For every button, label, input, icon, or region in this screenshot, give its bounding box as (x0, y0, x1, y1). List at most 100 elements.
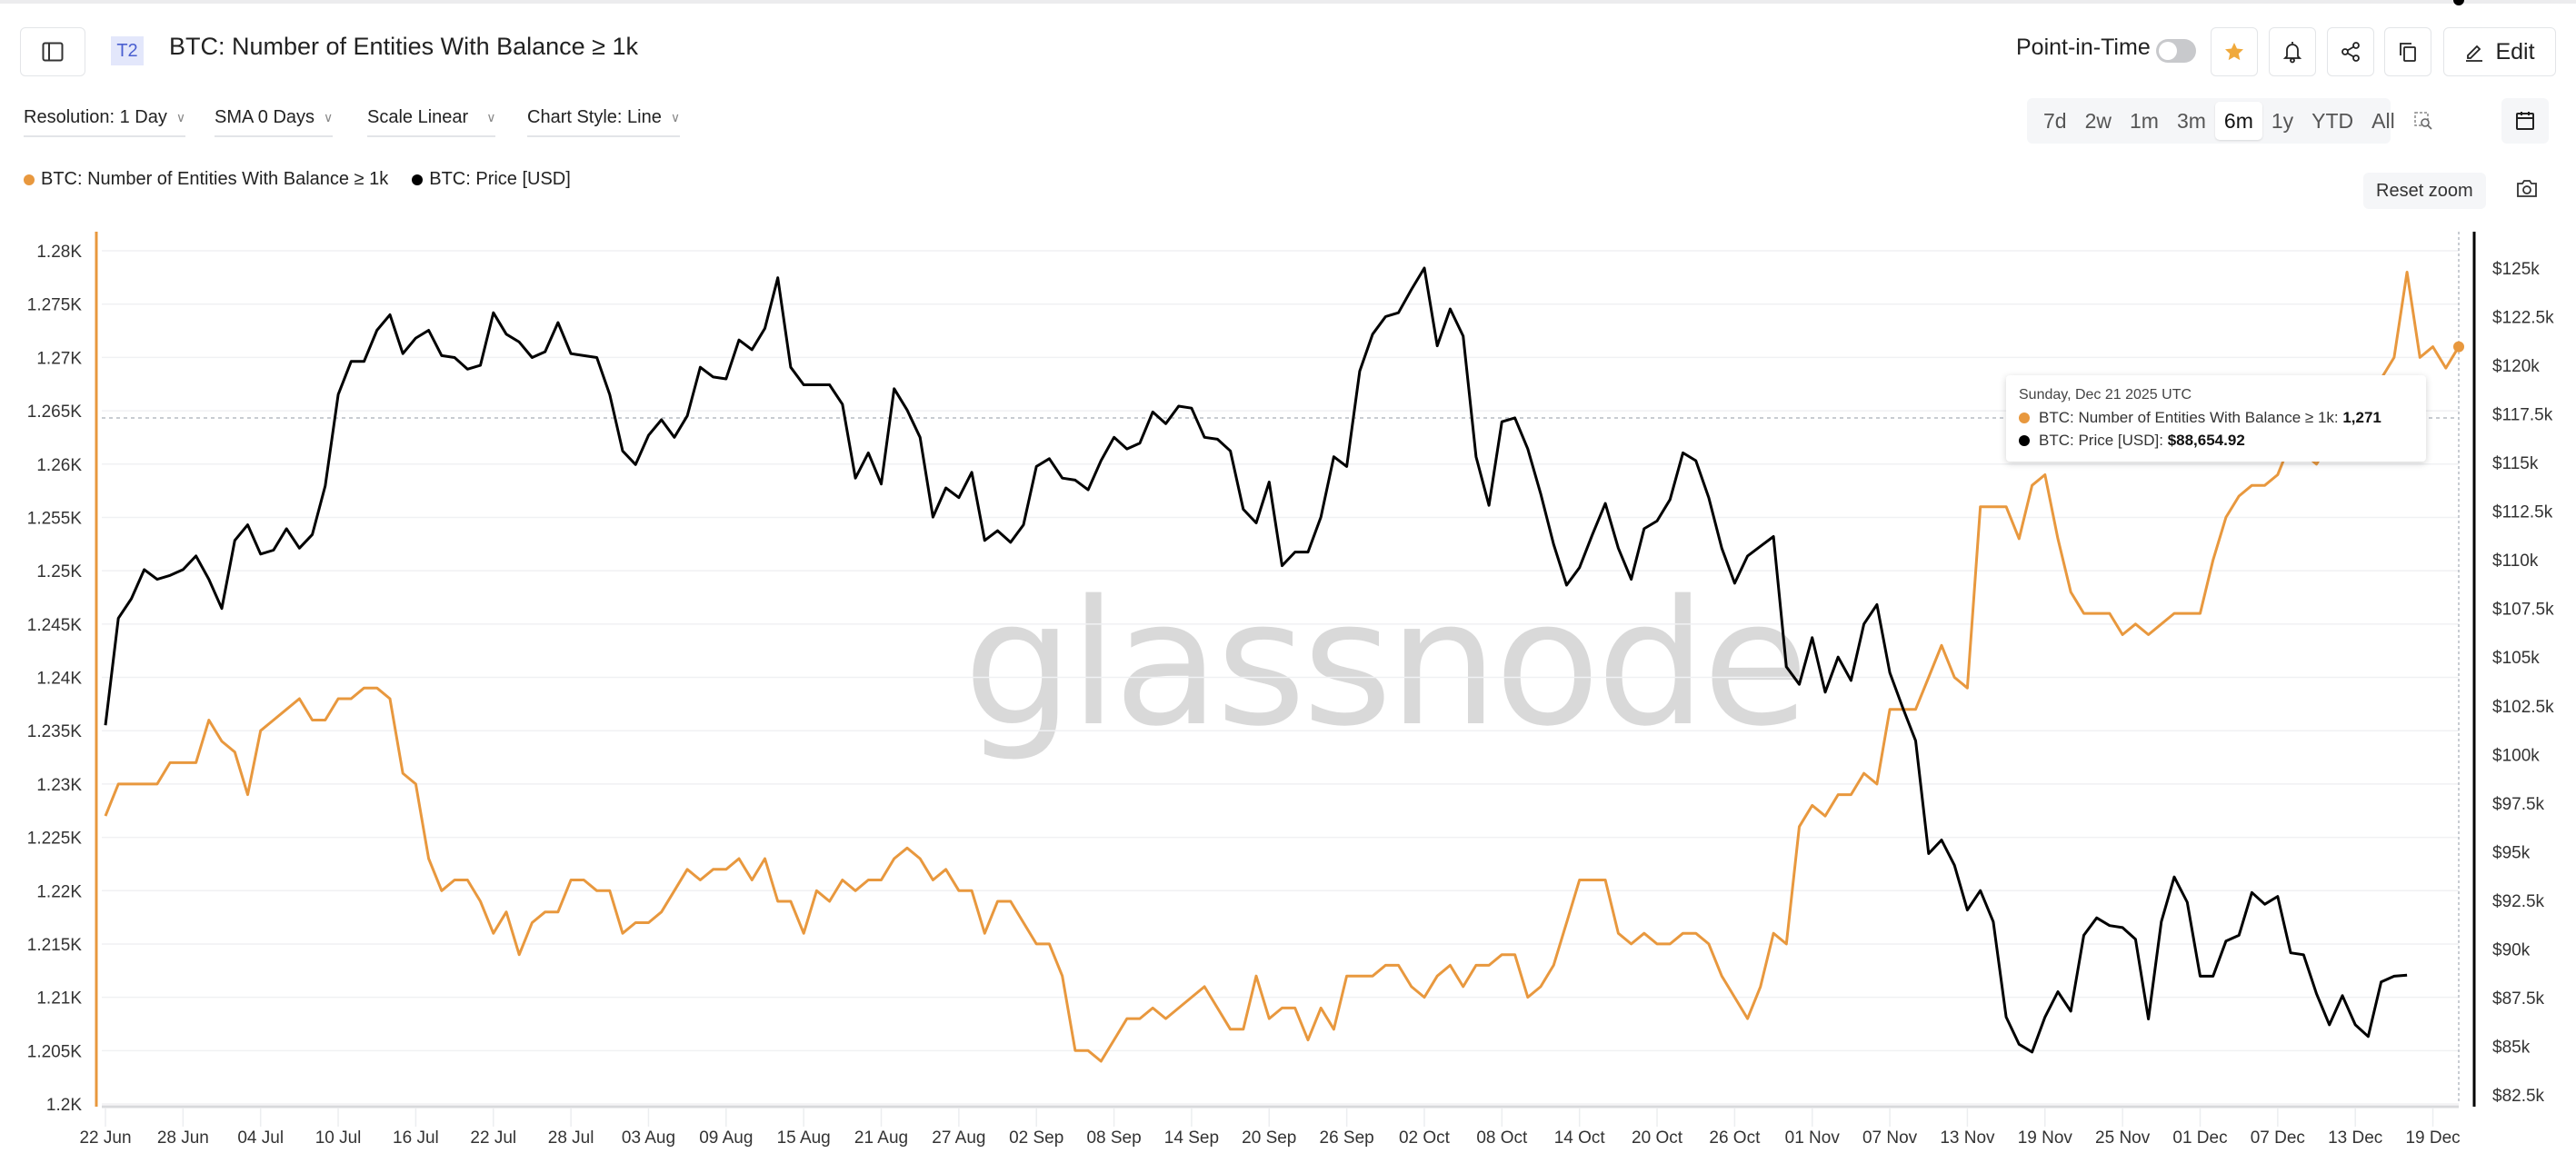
range-1y[interactable]: 1y (2271, 108, 2294, 133)
svg-text:$112.5k: $112.5k (2492, 503, 2553, 522)
svg-text:$120k: $120k (2492, 357, 2540, 376)
range-ytd[interactable]: YTD (2311, 108, 2354, 133)
svg-text:1.225K: 1.225K (27, 830, 83, 849)
tooltip-row-entities: BTC: Number of Entities With Balance ≥ 1… (2019, 409, 2381, 427)
scale-dropdown[interactable]: Scale Linear ∨ (367, 107, 496, 137)
range-7d[interactable]: 7d (2043, 108, 2067, 133)
svg-text:1.275K: 1.275K (27, 296, 83, 315)
zoom-select-icon (2413, 112, 2432, 130)
tier-badge: T2 (111, 36, 144, 65)
zoom-select-button[interactable] (2404, 102, 2442, 140)
duplicate-button[interactable] (2384, 27, 2431, 76)
svg-text:$105k: $105k (2492, 649, 2540, 668)
sidebar-toggle-button[interactable] (20, 27, 85, 76)
svg-text:$95k: $95k (2492, 843, 2531, 862)
legend-item-price[interactable]: BTC: Price [USD] (412, 169, 571, 190)
svg-text:25 Nov: 25 Nov (2095, 1128, 2151, 1148)
share-button[interactable] (2327, 27, 2374, 76)
legend-label: BTC: Price [USD] (429, 169, 571, 189)
date-picker-button[interactable] (2501, 98, 2549, 144)
favorite-button[interactable] (2211, 27, 2258, 76)
x-axis: 22 Jun 28 Jun 04 Jul 10 Jul 16 Jul 22 Jul 28 J… (79, 1128, 2460, 1148)
tooltip-value: 1,271 (2342, 409, 2381, 426)
svg-text:$107.5k: $107.5k (2492, 601, 2554, 620)
svg-text:1.25K: 1.25K (36, 562, 82, 582)
resolution-dropdown[interactable]: Resolution: 1 Day ∨ (24, 107, 186, 137)
pencil-icon (2466, 45, 2483, 62)
range-all[interactable]: All (2371, 108, 2395, 133)
svg-text:07 Dec: 07 Dec (2251, 1128, 2305, 1148)
svg-text:13 Dec: 13 Dec (2328, 1128, 2382, 1148)
resolution-value: Resolution: 1 Day (24, 107, 167, 127)
legend-item-entities[interactable]: BTC: Number of Entities With Balance ≥ 1… (24, 169, 388, 190)
svg-text:1.265K: 1.265K (27, 403, 83, 422)
svg-text:1.235K: 1.235K (27, 722, 83, 741)
svg-text:16 Jul: 16 Jul (393, 1128, 439, 1148)
svg-text:19 Dec: 19 Dec (2405, 1128, 2460, 1148)
svg-text:1.245K: 1.245K (27, 616, 83, 635)
tooltip-row-price: BTC: Price [USD]: $88,654.92 (2019, 432, 2245, 450)
svg-text:20 Oct: 20 Oct (1632, 1128, 1683, 1148)
svg-text:$110k: $110k (2492, 552, 2539, 571)
svg-text:$87.5k: $87.5k (2492, 989, 2545, 1009)
svg-text:21 Aug: 21 Aug (854, 1128, 908, 1148)
svg-text:01 Nov: 01 Nov (1785, 1128, 1841, 1148)
svg-text:08 Sep: 08 Sep (1086, 1128, 1141, 1148)
chevron-down-icon: ∨ (324, 110, 334, 124)
bell-icon (2282, 42, 2302, 64)
tooltip-label: BTC: Price [USD]: (2039, 432, 2168, 449)
tooltip-dot-orange (2019, 413, 2030, 423)
svg-text:1.21K: 1.21K (36, 989, 82, 1009)
svg-text:$100k: $100k (2492, 746, 2540, 765)
scale-value: Scale Linear (367, 107, 469, 127)
chart-style-dropdown[interactable]: Chart Style: Line ∨ (527, 107, 681, 137)
chart-legend: BTC: Number of Entities With Balance ≥ 1… (24, 169, 571, 190)
calendar-icon (2516, 112, 2534, 130)
camera-icon (2517, 180, 2537, 197)
svg-text:07 Nov: 07 Nov (1862, 1128, 1918, 1148)
svg-text:$102.5k: $102.5k (2492, 698, 2554, 717)
svg-text:$117.5k: $117.5k (2492, 406, 2553, 425)
range-3m[interactable]: 3m (2176, 108, 2206, 133)
chevron-down-icon: ∨ (175, 110, 186, 124)
reset-zoom-button[interactable]: Reset zoom (2363, 173, 2486, 209)
edit-button[interactable]: Edit (2443, 27, 2556, 76)
chevron-down-icon: ∨ (670, 110, 681, 124)
svg-text:14 Sep: 14 Sep (1164, 1128, 1219, 1148)
chart-tooltip: Sunday, Dec 21 2025 UTC BTC: Number of E… (2006, 375, 2426, 462)
chart-style-value: Chart Style: Line (527, 107, 662, 127)
page-title: BTC: Number of Entities With Balance ≥ 1… (169, 33, 639, 60)
svg-text:1.26K: 1.26K (36, 456, 82, 475)
alert-button[interactable] (2269, 27, 2316, 76)
svg-text:26 Oct: 26 Oct (1709, 1128, 1761, 1148)
entities-hover-point (2453, 341, 2464, 353)
tooltip-label: BTC: Number of Entities With Balance ≥ 1… (2039, 409, 2343, 426)
sma-dropdown[interactable]: SMA 0 Days ∨ (215, 107, 334, 137)
svg-text:14 Oct: 14 Oct (1554, 1128, 1606, 1148)
svg-text:02 Sep: 02 Sep (1009, 1128, 1063, 1148)
right-y-axis: $82.5k $85k $87.5k $90k $92.5k $95k $97.5k $100… (2492, 260, 2554, 1106)
screenshot-button[interactable] (2516, 178, 2538, 203)
left-y-axis: 1.2K 1.205K 1.21K 1.215K 1.22K 1.225K 1.23K 1.2… (27, 243, 83, 1115)
range-1m[interactable]: 1m (2130, 108, 2159, 133)
svg-text:22 Jul: 22 Jul (470, 1128, 516, 1148)
svg-text:1.215K: 1.215K (27, 936, 83, 955)
price-series-line (104, 266, 2408, 1054)
svg-text:$85k: $85k (2492, 1038, 2531, 1057)
legend-dot-orange (24, 174, 35, 185)
chevron-down-icon: ∨ (486, 110, 496, 124)
svg-text:$125k: $125k (2492, 260, 2540, 279)
sma-value: SMA 0 Days (215, 107, 315, 127)
entities-series-line (104, 271, 2461, 1063)
svg-text:1.255K: 1.255K (27, 509, 83, 528)
svg-text:27 Aug: 27 Aug (932, 1128, 985, 1148)
point-in-time-toggle[interactable] (2156, 39, 2196, 63)
tooltip-dot-black (2019, 435, 2030, 446)
svg-text:20 Sep: 20 Sep (1242, 1128, 1296, 1148)
range-6m[interactable]: 6m (2214, 102, 2262, 140)
svg-text:02 Oct: 02 Oct (1399, 1128, 1451, 1148)
time-range-selector: 7d 2w 1m 3m 6m 1y YTD All (2027, 98, 2432, 144)
svg-text:26 Sep: 26 Sep (1320, 1128, 1374, 1148)
range-2w[interactable]: 2w (2084, 108, 2112, 133)
